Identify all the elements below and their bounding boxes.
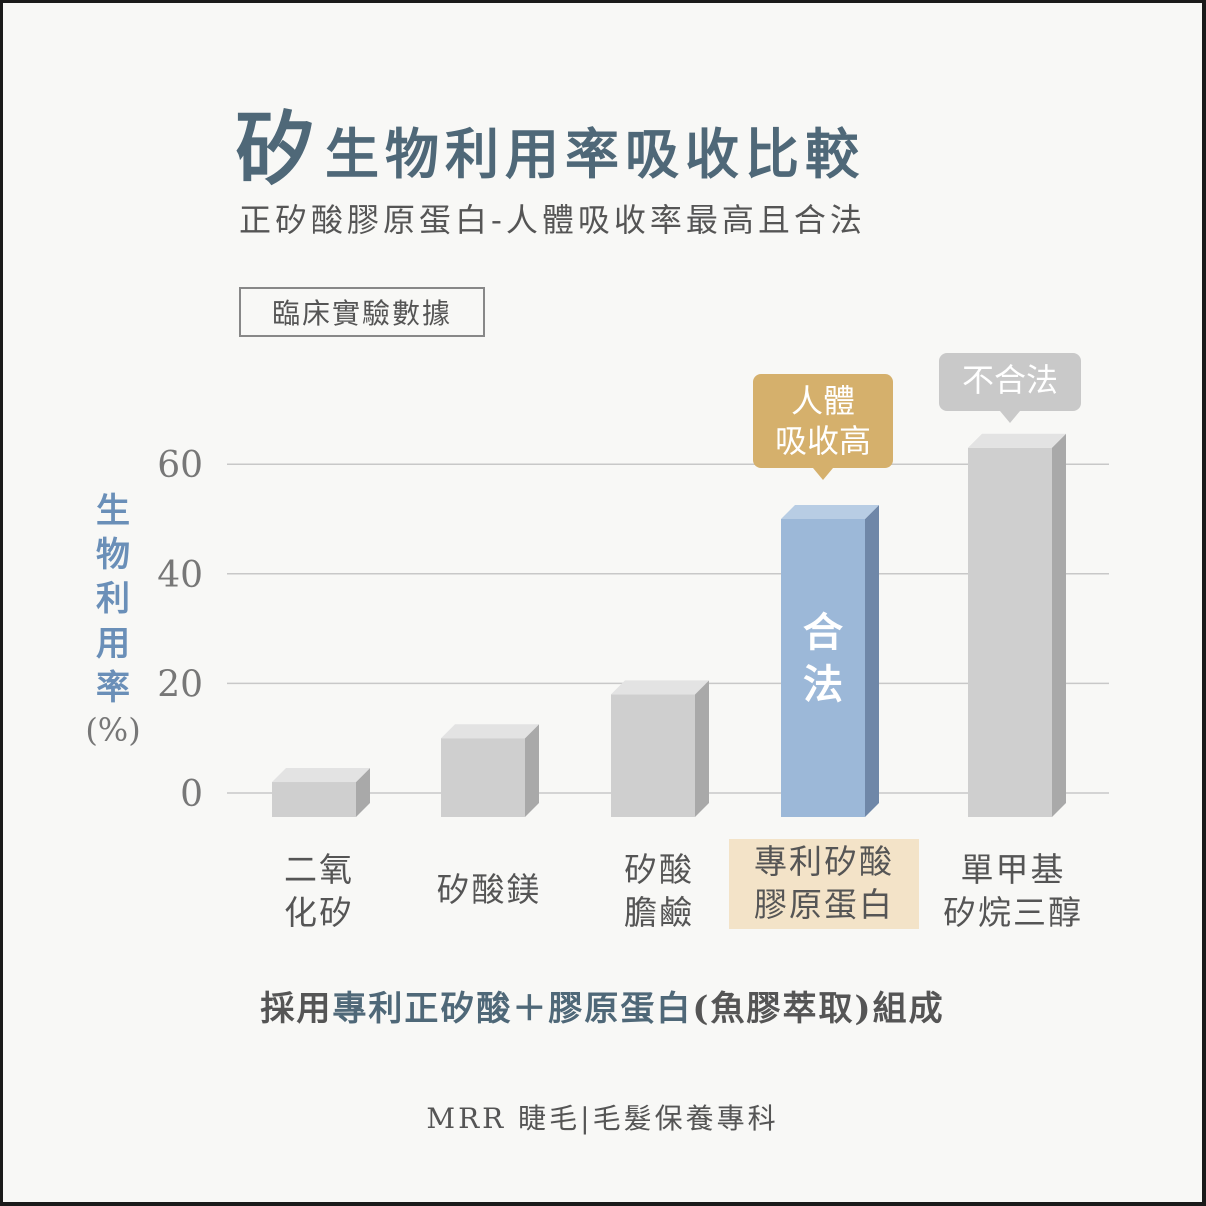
- subtitle: 正矽酸膠原蛋白-人體吸收率最高且合法: [239, 201, 866, 239]
- bar-inner-label: 法: [803, 662, 843, 708]
- callout-text: 不合法: [962, 361, 1058, 399]
- x-category-label-line2: 矽烷三醇: [943, 892, 1083, 932]
- x-category-label-highlighted: 專利矽酸 膠原蛋白: [729, 839, 919, 929]
- source-label: 臨床實驗數據: [239, 287, 485, 337]
- callout-pointer: [813, 468, 833, 480]
- x-category-label-line2: 化矽: [284, 892, 354, 932]
- title-text: 生物利用率吸收比較: [325, 122, 865, 186]
- y-axis-label-text: 生物利用率: [96, 491, 130, 708]
- y-tick-label: 0: [180, 774, 203, 815]
- bar-top: [968, 433, 1066, 448]
- bar-side: [865, 505, 879, 817]
- y-axis-label-unit: (%): [85, 710, 141, 749]
- x-category-label-line1: 單甲基: [960, 850, 1066, 889]
- bar-top: [611, 680, 709, 695]
- infographic: 矽 生物利用率吸收比較 正矽酸膠原蛋白-人體吸收率最高且合法 臨床實驗數據 生物…: [3, 3, 1205, 1202]
- bar: [441, 724, 539, 817]
- x-category-label-line1: 矽酸: [624, 850, 694, 889]
- note-suffix: (魚膠萃取)組成: [692, 989, 945, 1029]
- bar-front: [968, 447, 1052, 817]
- callout-text: 人體: [791, 382, 855, 420]
- callout-text: 吸收高: [775, 422, 871, 460]
- x-category-label-line2: 膠原蛋白: [754, 884, 894, 924]
- x-category-label: 矽酸 膽鹼: [569, 849, 749, 935]
- x-category-label-line1: 矽酸鎂: [436, 870, 542, 909]
- x-category-label: 二氧 化矽: [229, 849, 409, 935]
- title-highlight: 矽: [235, 102, 315, 196]
- bar-side: [356, 768, 370, 817]
- bar: [611, 680, 709, 817]
- page-title: 矽 生物利用率吸收比較: [235, 99, 865, 189]
- bar-front: [611, 694, 695, 817]
- category-highlight-box: 專利矽酸 膠原蛋白: [729, 839, 919, 929]
- callout: 不合法: [939, 353, 1081, 423]
- bottom-note: 採用專利正矽酸＋膠原蛋白(魚膠萃取)組成: [3, 981, 1202, 1030]
- x-category-label-line1: 專利矽酸: [754, 842, 894, 881]
- y-axis-label: 生物利用率 (%): [81, 489, 145, 752]
- y-tick-label: 60: [157, 445, 203, 486]
- bar-side: [1052, 433, 1066, 817]
- callout-pointer: [1000, 411, 1020, 423]
- bar-front: [781, 519, 865, 817]
- note-highlight: 專利正矽酸＋膠原蛋白: [332, 989, 693, 1029]
- x-category-label-line2: 膽鹼: [624, 892, 694, 932]
- bar-front: [441, 738, 525, 817]
- y-tick-label: 40: [157, 555, 203, 596]
- x-category-label-line1: 二氧: [284, 850, 354, 889]
- x-category-label: 矽酸鎂: [399, 869, 579, 912]
- callout-box: [939, 353, 1081, 411]
- bar-top: [272, 768, 370, 783]
- bar-side: [525, 724, 539, 817]
- bar: [781, 505, 879, 817]
- bar-top: [441, 724, 539, 739]
- x-category-label: 單甲基 矽烷三醇: [923, 849, 1103, 935]
- bar-side: [695, 680, 709, 817]
- bar-front: [272, 782, 356, 817]
- bar: [968, 433, 1066, 817]
- callout-box: [753, 374, 893, 468]
- bar-top: [781, 505, 879, 519]
- bar: [272, 768, 370, 817]
- note-prefix: 採用: [260, 989, 333, 1029]
- footer-brand: MRR 睫毛|毛髮保養專科: [426, 1102, 779, 1135]
- y-tick-label: 20: [157, 664, 203, 705]
- bar-inner-label: 合: [803, 610, 843, 656]
